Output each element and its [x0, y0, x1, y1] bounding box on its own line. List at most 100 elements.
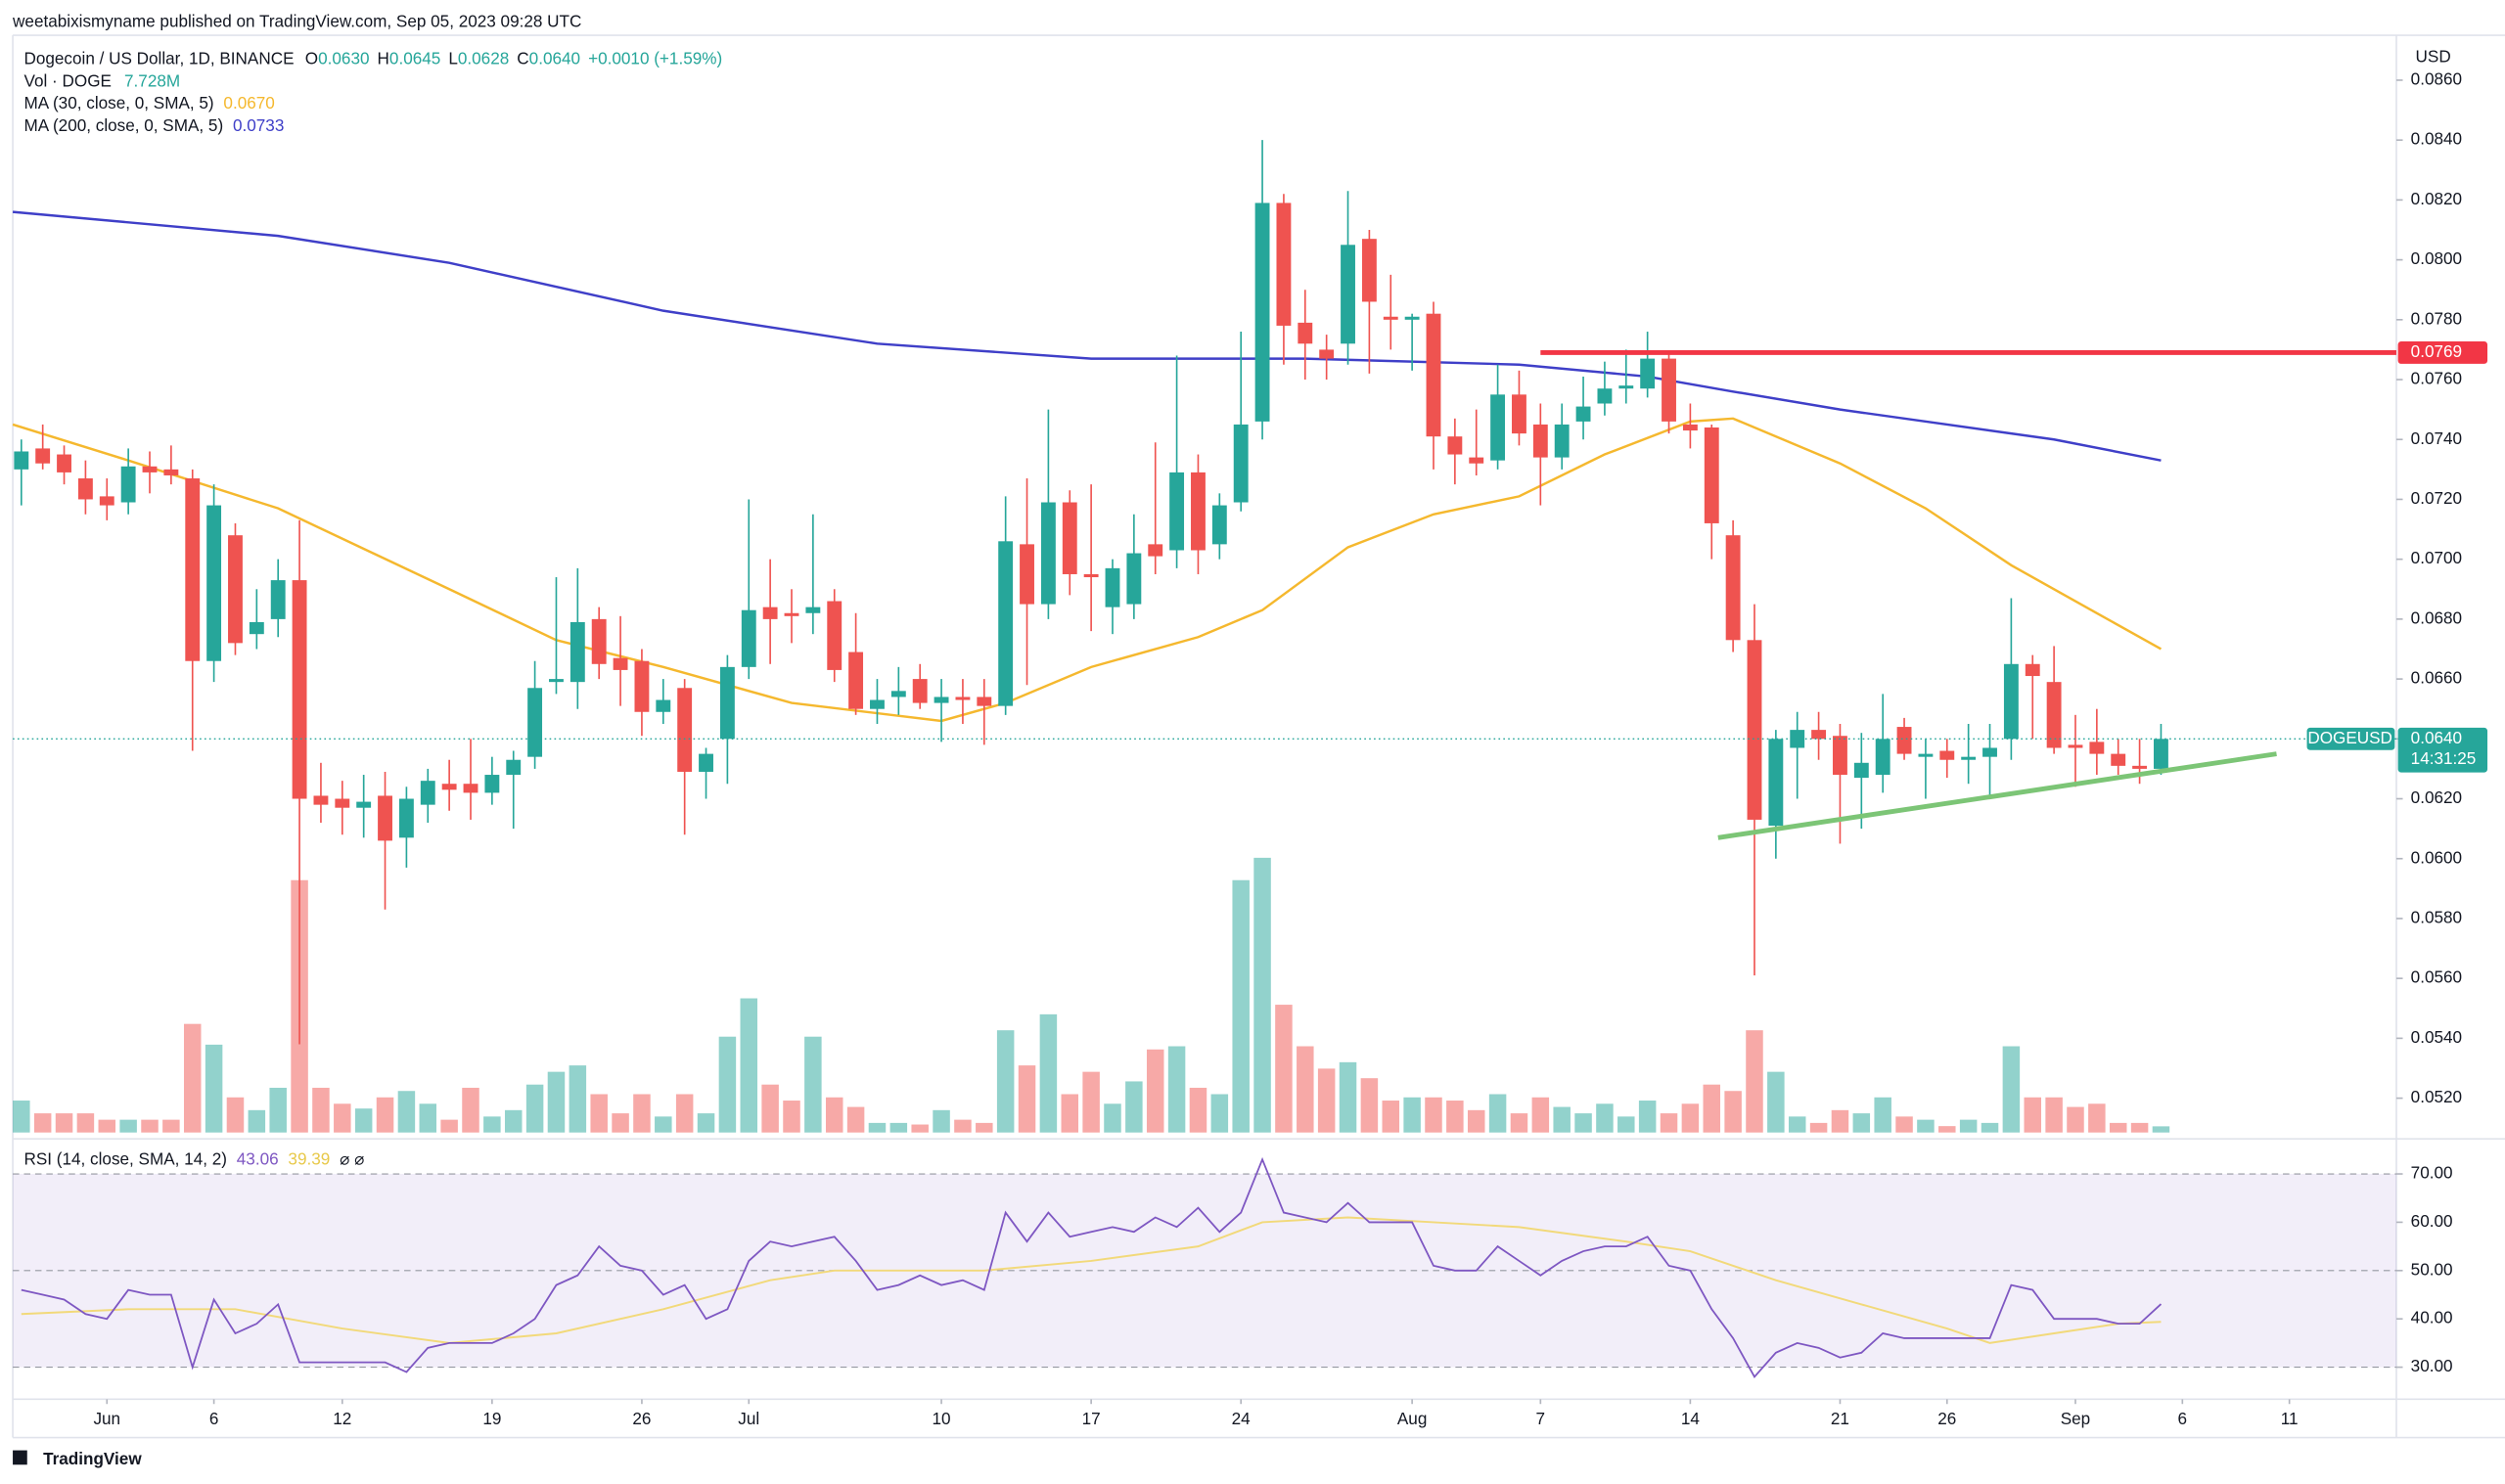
candle-body	[890, 691, 906, 697]
volume-bar	[1852, 1113, 1871, 1133]
y-tick-label: 0.0680	[2411, 607, 2462, 627]
volume-bar	[740, 998, 758, 1133]
candle-body	[2089, 742, 2105, 754]
volume-bar	[2130, 1122, 2149, 1133]
moving-average	[12, 417, 2163, 723]
candle-body	[762, 607, 778, 619]
candle-body	[270, 580, 286, 619]
candle-body	[805, 607, 821, 613]
x-tick-label: 17	[1082, 1409, 1101, 1428]
brand-name: TradingView	[43, 1449, 142, 1468]
volume-bar	[612, 1113, 629, 1133]
candle-body	[591, 618, 607, 664]
h-label: H	[378, 48, 389, 67]
rsi-value: 43.06	[237, 1148, 279, 1168]
volume-bar	[1638, 1101, 1657, 1133]
y-tick-label: 0.0560	[2411, 967, 2462, 987]
volume-bar	[1724, 1091, 1742, 1133]
rsi-legend: RSI (14, close, SMA, 14, 2) 43.06 39.39 ⌀ ⌀	[23, 1148, 364, 1168]
x-tick-label: 11	[2281, 1409, 2299, 1428]
candle-body	[1811, 730, 1827, 740]
candle-body	[292, 580, 307, 799]
candle-body	[1040, 502, 1056, 605]
candle-body	[313, 795, 329, 805]
volume-bar	[1917, 1119, 1935, 1133]
y-tick-label: 0.0700	[2411, 548, 2462, 567]
x-tick-label: 7	[1536, 1409, 1546, 1428]
rsi-tick-label: 60.00	[2411, 1211, 2453, 1231]
x-tick-label: 6	[2178, 1409, 2188, 1428]
candle-body	[1618, 385, 1634, 389]
volume-bar	[1767, 1071, 1785, 1133]
c-label: C	[517, 48, 528, 67]
x-tick-label: 10	[933, 1409, 951, 1428]
y-tick-label: 0.0600	[2411, 847, 2462, 867]
y-tick-label: 0.0620	[2411, 787, 2462, 807]
volume-bar	[1210, 1094, 1229, 1133]
x-tick-label: Jul	[738, 1409, 759, 1428]
volume-bar	[804, 1036, 822, 1133]
resistance-label: 0.0769	[2411, 341, 2462, 361]
volume-bar	[718, 1036, 737, 1133]
candle-body	[2003, 663, 2019, 740]
volume-bar	[976, 1122, 993, 1133]
volume-bar	[655, 1116, 672, 1133]
candle-body	[206, 505, 222, 661]
rsi-line	[21, 1156, 2163, 1379]
y-tick-label: 0.0760	[2411, 369, 2462, 388]
volume-bar	[1703, 1084, 1721, 1133]
volume-bar	[183, 1023, 202, 1133]
ma200-value: 0.0733	[233, 115, 284, 135]
candle-body	[870, 699, 885, 709]
volume-bar	[13, 1101, 30, 1133]
candle-body	[484, 775, 500, 793]
y-tick-label: 0.0540	[2411, 1027, 2462, 1047]
candle-body	[57, 454, 71, 472]
volume-bar	[312, 1087, 330, 1133]
candle-body	[463, 784, 478, 793]
volume-bar	[1981, 1122, 1999, 1133]
ma30-value: 0.0670	[223, 93, 274, 112]
volume-bar	[1488, 1094, 1507, 1133]
volume-bar	[1467, 1109, 1485, 1133]
trendline	[1717, 751, 2277, 840]
volume-bar	[1531, 1097, 1550, 1133]
volume-bar	[2152, 1126, 2170, 1133]
volume-bar	[2024, 1097, 2041, 1133]
candle-body	[1254, 202, 1270, 422]
l-value: 0.0628	[458, 48, 509, 67]
volume-bar	[1895, 1116, 1913, 1133]
x-tick-label: 26	[632, 1409, 651, 1428]
brand-logo	[13, 1450, 27, 1465]
candle-body	[827, 601, 843, 670]
o-value: 0.0630	[318, 48, 369, 67]
rsi-tick-label: 30.00	[2411, 1356, 2453, 1375]
volume-bar	[1189, 1087, 1207, 1133]
y-tick-label: 0.0800	[2411, 248, 2462, 268]
y-tick-label: 0.0580	[2411, 907, 2462, 926]
candle-body	[120, 466, 136, 503]
volume-bar	[162, 1119, 180, 1133]
candle-body	[677, 688, 693, 772]
volume-bar	[954, 1119, 972, 1133]
volume-bar	[397, 1091, 416, 1133]
candle-body	[1597, 388, 1613, 404]
x-tick-label: Aug	[1397, 1409, 1427, 1428]
candle-body	[99, 496, 114, 506]
volume-bar	[1339, 1061, 1357, 1133]
volume-bar	[1660, 1113, 1678, 1133]
candle-body	[934, 697, 949, 703]
volume-bar	[1874, 1097, 1891, 1133]
volume-bar	[462, 1087, 479, 1133]
volume-bar	[1317, 1068, 1336, 1133]
candle-body	[1276, 202, 1292, 326]
y-tick-label: 0.0780	[2411, 308, 2462, 328]
candle-body	[441, 784, 457, 790]
change: +0.0010 (+1.59%)	[588, 48, 722, 67]
candle-body	[1083, 573, 1099, 578]
volume-bar	[2088, 1103, 2106, 1133]
candle-body	[1490, 394, 1506, 461]
candle-body	[1725, 535, 1741, 641]
rsi-icons: ⌀ ⌀	[340, 1148, 364, 1168]
